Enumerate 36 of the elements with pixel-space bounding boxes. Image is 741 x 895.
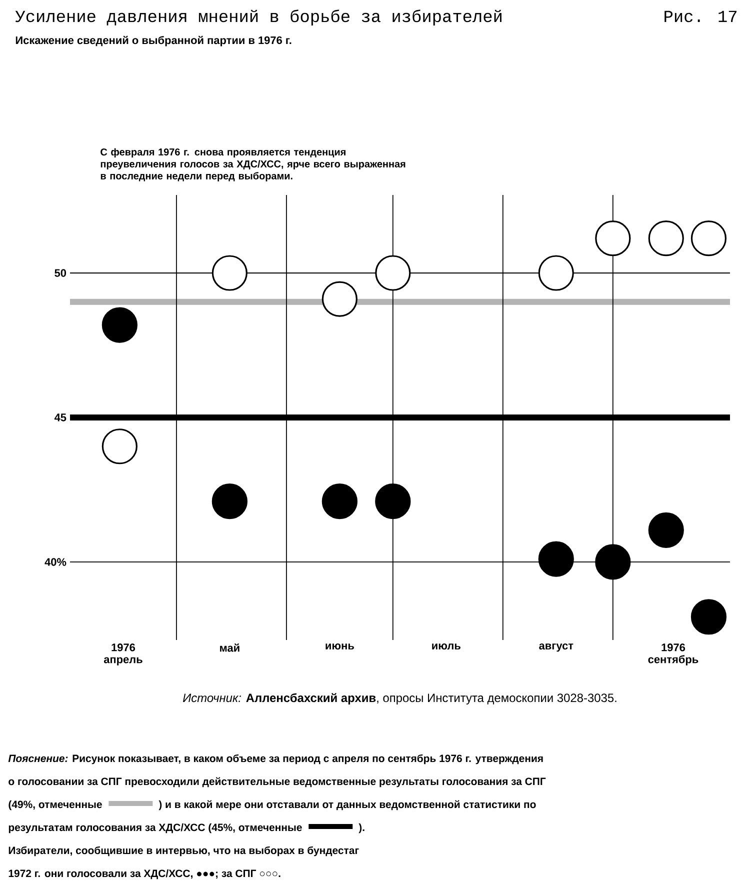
text: Источник: Алленсбахский архив, опросы Института демоскопии 3028-3035. [182, 693, 616, 704]
y-tick-label: 45 [54, 414, 66, 422]
text: результатам голосования за ХДС/ХСС (45%, отмеченные [8, 823, 302, 834]
point [648, 220, 684, 256]
x-tick-label: 1976 сентябрь [648, 644, 698, 666]
x-tick-label: май [220, 644, 240, 652]
point [538, 255, 574, 291]
x-tick-label: август [539, 644, 574, 652]
text: о голосовании за СПГ превосходили действительные ведомственные результаты голосования за СПГ [8, 777, 546, 788]
chart-title: Усиление давления мнений в борьбе за избирателей [15, 10, 502, 26]
y-tick-label: 50 [54, 269, 66, 277]
chart-subtitle: Искажение сведений о выбранной партии в 1976 г. [16, 36, 292, 46]
text: С февраля 1976 г. снова проявляется тенденция преувеличения голосов за ХДС/ХСС, ярче всего выраженная в последние недели перед выборами. [100, 148, 406, 182]
point [102, 428, 138, 464]
point [212, 483, 248, 520]
point [595, 544, 631, 580]
point [322, 281, 358, 317]
text: ) и в какой мере они отставали от данных ведомственной статистики по [158, 800, 536, 810]
text: Пояснение: Рисунок показывает, в каком объеме за период с апреля по сентябрь 1976 г. утверждения [8, 754, 543, 764]
point [648, 512, 684, 548]
x-tick-label: 1976 апрель [104, 644, 142, 666]
point [375, 483, 411, 520]
x-tick-label: июль [432, 644, 460, 650]
text: Избиратели, сообщившие в интервью, что на выборах в бундестаг [8, 846, 359, 856]
point [212, 255, 248, 291]
x-tick-label: июнь [326, 644, 354, 650]
text: (49%, отмеченные [8, 800, 102, 810]
point [322, 483, 358, 520]
y-tick-label: 40% [44, 558, 66, 566]
text: ). [358, 823, 364, 834]
point [102, 307, 138, 343]
text: 1972 г. они голосовали за ХДС/ХСС, ●●●; за СПГ ○○○. [8, 869, 280, 880]
point [595, 220, 631, 256]
text: Рис. 17 [664, 10, 736, 22]
point [375, 255, 411, 291]
point [538, 541, 574, 577]
